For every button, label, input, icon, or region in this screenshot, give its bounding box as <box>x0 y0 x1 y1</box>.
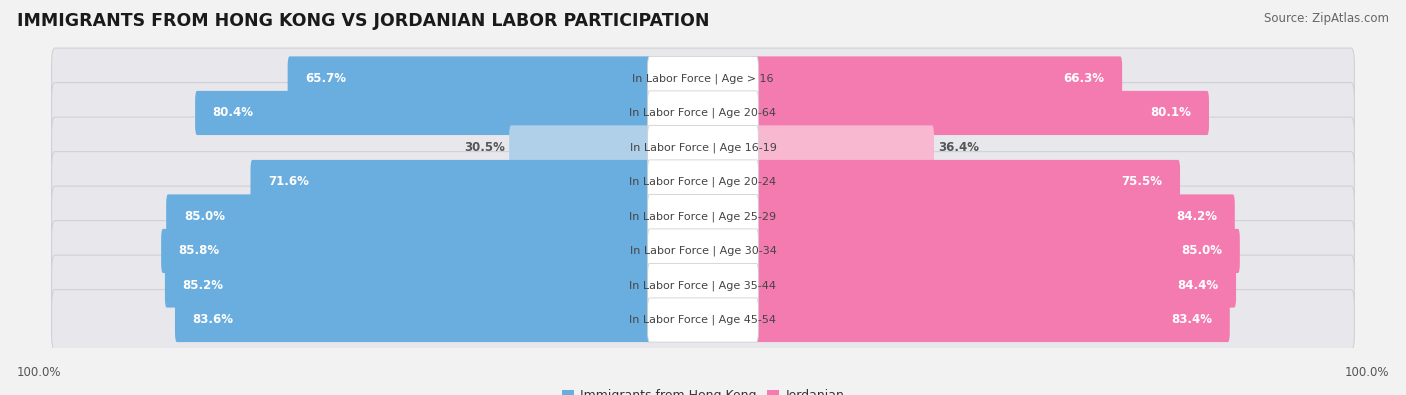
FancyBboxPatch shape <box>52 117 1354 178</box>
Text: In Labor Force | Age 35-44: In Labor Force | Age 35-44 <box>630 280 776 291</box>
Legend: Immigrants from Hong Kong, Jordanian: Immigrants from Hong Kong, Jordanian <box>557 384 849 395</box>
Text: In Labor Force | Age 25-29: In Labor Force | Age 25-29 <box>630 211 776 222</box>
FancyBboxPatch shape <box>755 125 934 169</box>
FancyBboxPatch shape <box>648 125 758 169</box>
FancyBboxPatch shape <box>648 298 758 342</box>
FancyBboxPatch shape <box>52 83 1354 143</box>
Text: 84.4%: 84.4% <box>1177 279 1219 292</box>
Text: 85.0%: 85.0% <box>1181 245 1222 258</box>
FancyBboxPatch shape <box>195 91 651 135</box>
Text: 84.2%: 84.2% <box>1177 210 1218 223</box>
FancyBboxPatch shape <box>755 298 1230 342</box>
FancyBboxPatch shape <box>648 56 758 101</box>
FancyBboxPatch shape <box>648 263 758 308</box>
FancyBboxPatch shape <box>165 263 651 308</box>
FancyBboxPatch shape <box>52 221 1354 281</box>
FancyBboxPatch shape <box>52 152 1354 213</box>
FancyBboxPatch shape <box>509 125 651 169</box>
FancyBboxPatch shape <box>755 263 1236 308</box>
FancyBboxPatch shape <box>648 229 758 273</box>
Text: 65.7%: 65.7% <box>305 72 346 85</box>
FancyBboxPatch shape <box>174 298 651 342</box>
FancyBboxPatch shape <box>288 56 651 101</box>
FancyBboxPatch shape <box>166 194 651 239</box>
FancyBboxPatch shape <box>162 229 651 273</box>
Text: 83.6%: 83.6% <box>193 314 233 327</box>
Text: 71.6%: 71.6% <box>269 175 309 188</box>
Text: 66.3%: 66.3% <box>1063 72 1105 85</box>
Text: In Labor Force | Age 20-24: In Labor Force | Age 20-24 <box>630 177 776 187</box>
Text: 85.8%: 85.8% <box>179 245 219 258</box>
Text: IMMIGRANTS FROM HONG KONG VS JORDANIAN LABOR PARTICIPATION: IMMIGRANTS FROM HONG KONG VS JORDANIAN L… <box>17 12 710 30</box>
FancyBboxPatch shape <box>755 194 1234 239</box>
Text: In Labor Force | Age 30-34: In Labor Force | Age 30-34 <box>630 246 776 256</box>
Text: 80.1%: 80.1% <box>1150 107 1191 119</box>
Text: 80.4%: 80.4% <box>212 107 253 119</box>
Text: 75.5%: 75.5% <box>1122 175 1163 188</box>
Text: 30.5%: 30.5% <box>464 141 505 154</box>
Text: 85.2%: 85.2% <box>183 279 224 292</box>
Text: 83.4%: 83.4% <box>1171 314 1212 327</box>
Text: In Labor Force | Age > 16: In Labor Force | Age > 16 <box>633 73 773 84</box>
FancyBboxPatch shape <box>755 56 1122 101</box>
Text: In Labor Force | Age 16-19: In Labor Force | Age 16-19 <box>630 142 776 153</box>
FancyBboxPatch shape <box>648 160 758 204</box>
FancyBboxPatch shape <box>648 91 758 135</box>
FancyBboxPatch shape <box>52 255 1354 316</box>
Text: Source: ZipAtlas.com: Source: ZipAtlas.com <box>1264 12 1389 25</box>
FancyBboxPatch shape <box>250 160 651 204</box>
FancyBboxPatch shape <box>52 48 1354 109</box>
Text: 100.0%: 100.0% <box>17 366 62 379</box>
Text: 100.0%: 100.0% <box>1344 366 1389 379</box>
Text: 85.0%: 85.0% <box>184 210 225 223</box>
FancyBboxPatch shape <box>755 91 1209 135</box>
FancyBboxPatch shape <box>52 290 1354 350</box>
Text: 36.4%: 36.4% <box>938 141 980 154</box>
FancyBboxPatch shape <box>755 160 1180 204</box>
Text: In Labor Force | Age 45-54: In Labor Force | Age 45-54 <box>630 315 776 325</box>
Text: In Labor Force | Age 20-64: In Labor Force | Age 20-64 <box>630 108 776 118</box>
FancyBboxPatch shape <box>52 186 1354 247</box>
FancyBboxPatch shape <box>755 229 1240 273</box>
FancyBboxPatch shape <box>648 194 758 239</box>
